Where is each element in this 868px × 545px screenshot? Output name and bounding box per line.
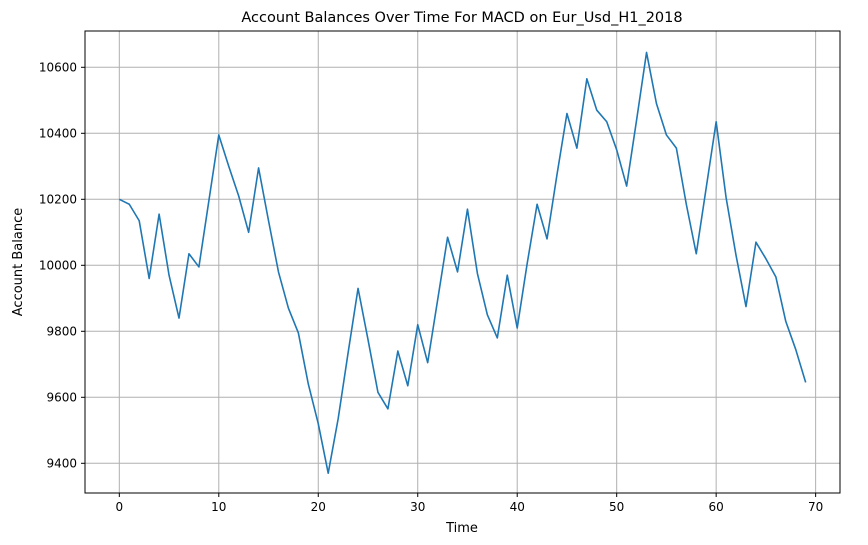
x-axis-label: Time	[445, 521, 478, 536]
series-line	[118, 51, 807, 475]
series-line-group	[118, 51, 807, 475]
y-tick-label: 9800	[46, 324, 77, 338]
y-tick-label: 10600	[39, 60, 77, 74]
y-axis-label: Account Balance	[11, 208, 26, 316]
grid-lines	[85, 31, 840, 493]
x-tick-label: 70	[808, 500, 823, 514]
ticks: 0 10 20 30 40 50 60 70 9400 9600 9800 10000 10200 104…	[39, 60, 823, 514]
y-tick-label: 10400	[39, 126, 77, 140]
x-tick-label: 10	[211, 500, 226, 514]
axes	[84, 30, 841, 494]
y-tick-label: 9400	[46, 456, 77, 470]
y-tick-label: 10000	[39, 258, 77, 272]
y-tick-label: 9600	[46, 390, 77, 404]
x-tick-label: 50	[609, 500, 624, 514]
x-tick-label: 30	[410, 500, 425, 514]
y-tick-label: 10200	[39, 192, 77, 206]
x-tick-label: 0	[115, 500, 123, 514]
plot-frame	[84, 30, 841, 494]
x-tick-label: 60	[709, 500, 724, 514]
chart-title: Account Balances Over Time For MACD on E…	[241, 10, 682, 26]
x-tick-label: 20	[311, 500, 326, 514]
x-tick-label: 40	[510, 500, 525, 514]
